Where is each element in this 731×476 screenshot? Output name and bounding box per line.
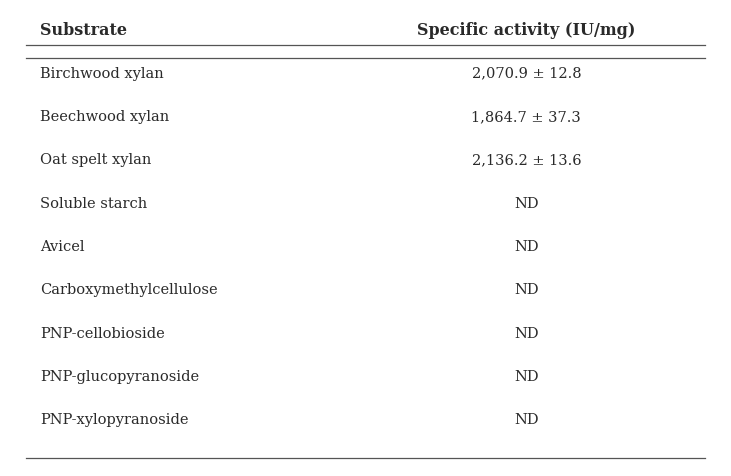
Text: PNP-xylopyranoside: PNP-xylopyranoside — [40, 413, 189, 427]
Text: ND: ND — [514, 327, 539, 341]
Text: Beechwood xylan: Beechwood xylan — [40, 110, 170, 124]
Text: Specific activity (IU/mg): Specific activity (IU/mg) — [417, 22, 635, 40]
Text: ND: ND — [514, 413, 539, 427]
Text: Birchwood xylan: Birchwood xylan — [40, 67, 164, 81]
Text: ND: ND — [514, 283, 539, 298]
Text: Avicel: Avicel — [40, 240, 85, 254]
Text: Oat spelt xylan: Oat spelt xylan — [40, 153, 151, 168]
Text: Substrate: Substrate — [40, 22, 127, 40]
Text: Soluble starch: Soluble starch — [40, 197, 148, 211]
Text: ND: ND — [514, 240, 539, 254]
Text: 2,136.2 ± 13.6: 2,136.2 ± 13.6 — [471, 153, 581, 168]
Text: PNP-cellobioside: PNP-cellobioside — [40, 327, 165, 341]
Text: Carboxymethylcellulose: Carboxymethylcellulose — [40, 283, 218, 298]
Text: ND: ND — [514, 197, 539, 211]
Text: ND: ND — [514, 370, 539, 384]
Text: 2,070.9 ± 12.8: 2,070.9 ± 12.8 — [471, 67, 581, 81]
Text: 1,864.7 ± 37.3: 1,864.7 ± 37.3 — [471, 110, 581, 124]
Text: PNP-glucopyranoside: PNP-glucopyranoside — [40, 370, 200, 384]
